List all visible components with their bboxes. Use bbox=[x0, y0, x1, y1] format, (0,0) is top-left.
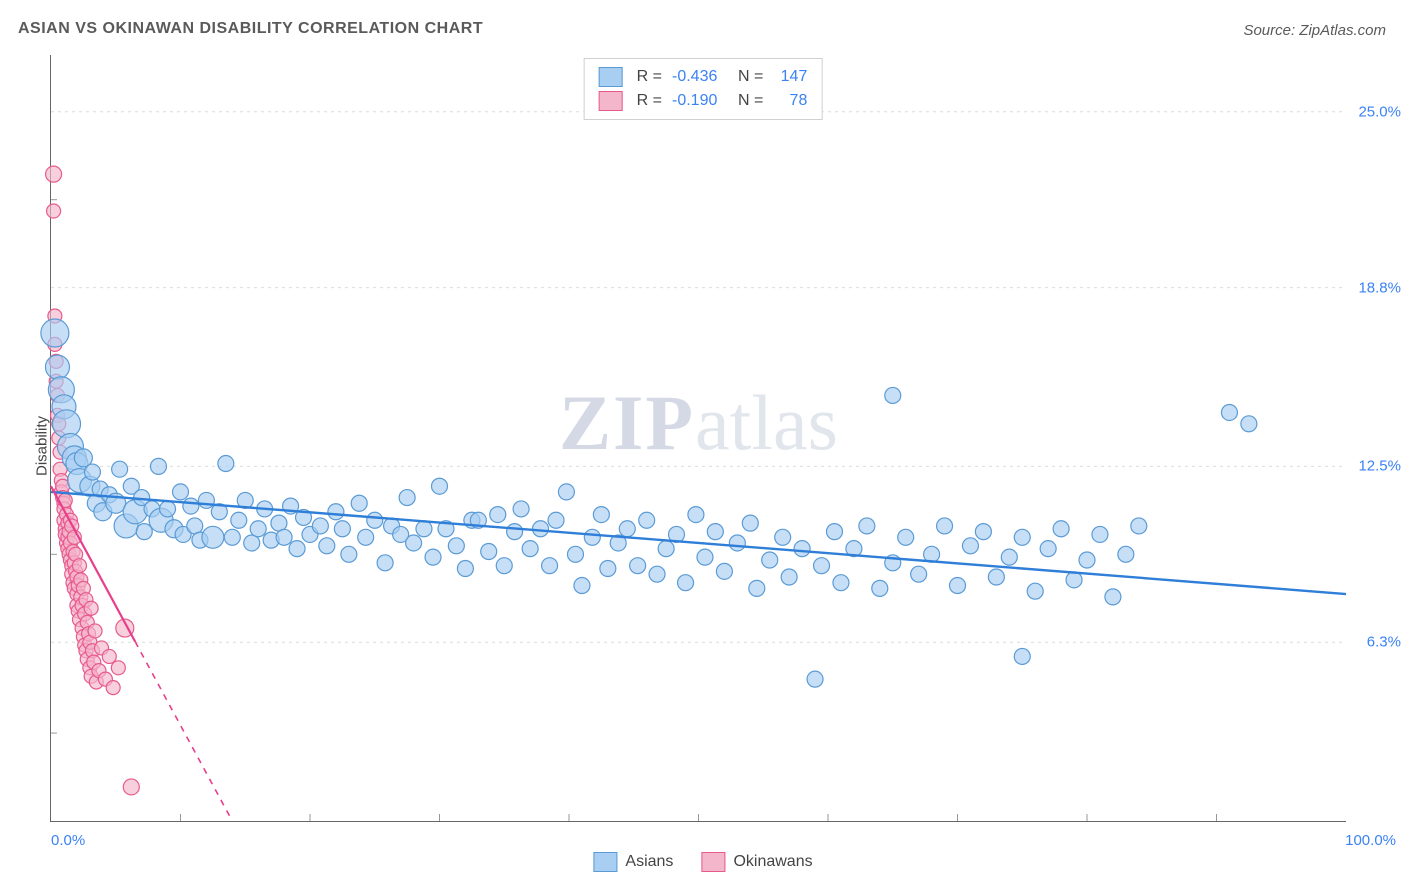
swatch-asians-bottom bbox=[593, 852, 617, 872]
n-label: N = bbox=[738, 68, 763, 86]
n-label: N = bbox=[738, 92, 763, 110]
n-value-okinawans: 78 bbox=[773, 92, 807, 110]
y-tick-label: 18.8% bbox=[1358, 279, 1401, 296]
y-tick-label: 12.5% bbox=[1358, 458, 1401, 475]
swatch-asians bbox=[599, 67, 623, 87]
y-axis-label: Disability bbox=[34, 416, 51, 476]
plot-area: ZIPatlas 0.0% 100.0% 6.3%12.5%18.8%25.0% bbox=[50, 55, 1346, 822]
y-tick-label: 25.0% bbox=[1358, 103, 1401, 120]
chart-title: ASIAN VS OKINAWAN DISABILITY CORRELATION… bbox=[18, 20, 483, 38]
swatch-okinawans bbox=[599, 91, 623, 111]
n-value-asians: 147 bbox=[773, 68, 807, 86]
legend-correlation: R = -0.436 N = 147 R = -0.190 N = 78 bbox=[584, 58, 823, 120]
x-tick-left: 0.0% bbox=[51, 832, 85, 849]
legend-row-asians: R = -0.436 N = 147 bbox=[599, 65, 808, 89]
y-tick-label: 6.3% bbox=[1367, 634, 1401, 651]
legend-series: Asians Okinawans bbox=[593, 852, 812, 872]
r-label: R = bbox=[637, 68, 662, 86]
chart-container: ASIAN VS OKINAWAN DISABILITY CORRELATION… bbox=[0, 0, 1406, 892]
legend-label-asians: Asians bbox=[625, 853, 673, 871]
r-label: R = bbox=[637, 92, 662, 110]
swatch-okinawans-bottom bbox=[701, 852, 725, 872]
legend-row-okinawans: R = -0.190 N = 78 bbox=[599, 89, 808, 113]
plot-svg bbox=[51, 55, 1346, 821]
x-tick-right: 100.0% bbox=[1345, 832, 1396, 849]
r-value-okinawans: -0.190 bbox=[672, 92, 724, 110]
legend-item-asians: Asians bbox=[593, 852, 673, 872]
r-value-asians: -0.436 bbox=[672, 68, 724, 86]
source-label: Source: ZipAtlas.com bbox=[1243, 22, 1386, 39]
legend-label-okinawans: Okinawans bbox=[733, 853, 812, 871]
legend-item-okinawans: Okinawans bbox=[701, 852, 812, 872]
